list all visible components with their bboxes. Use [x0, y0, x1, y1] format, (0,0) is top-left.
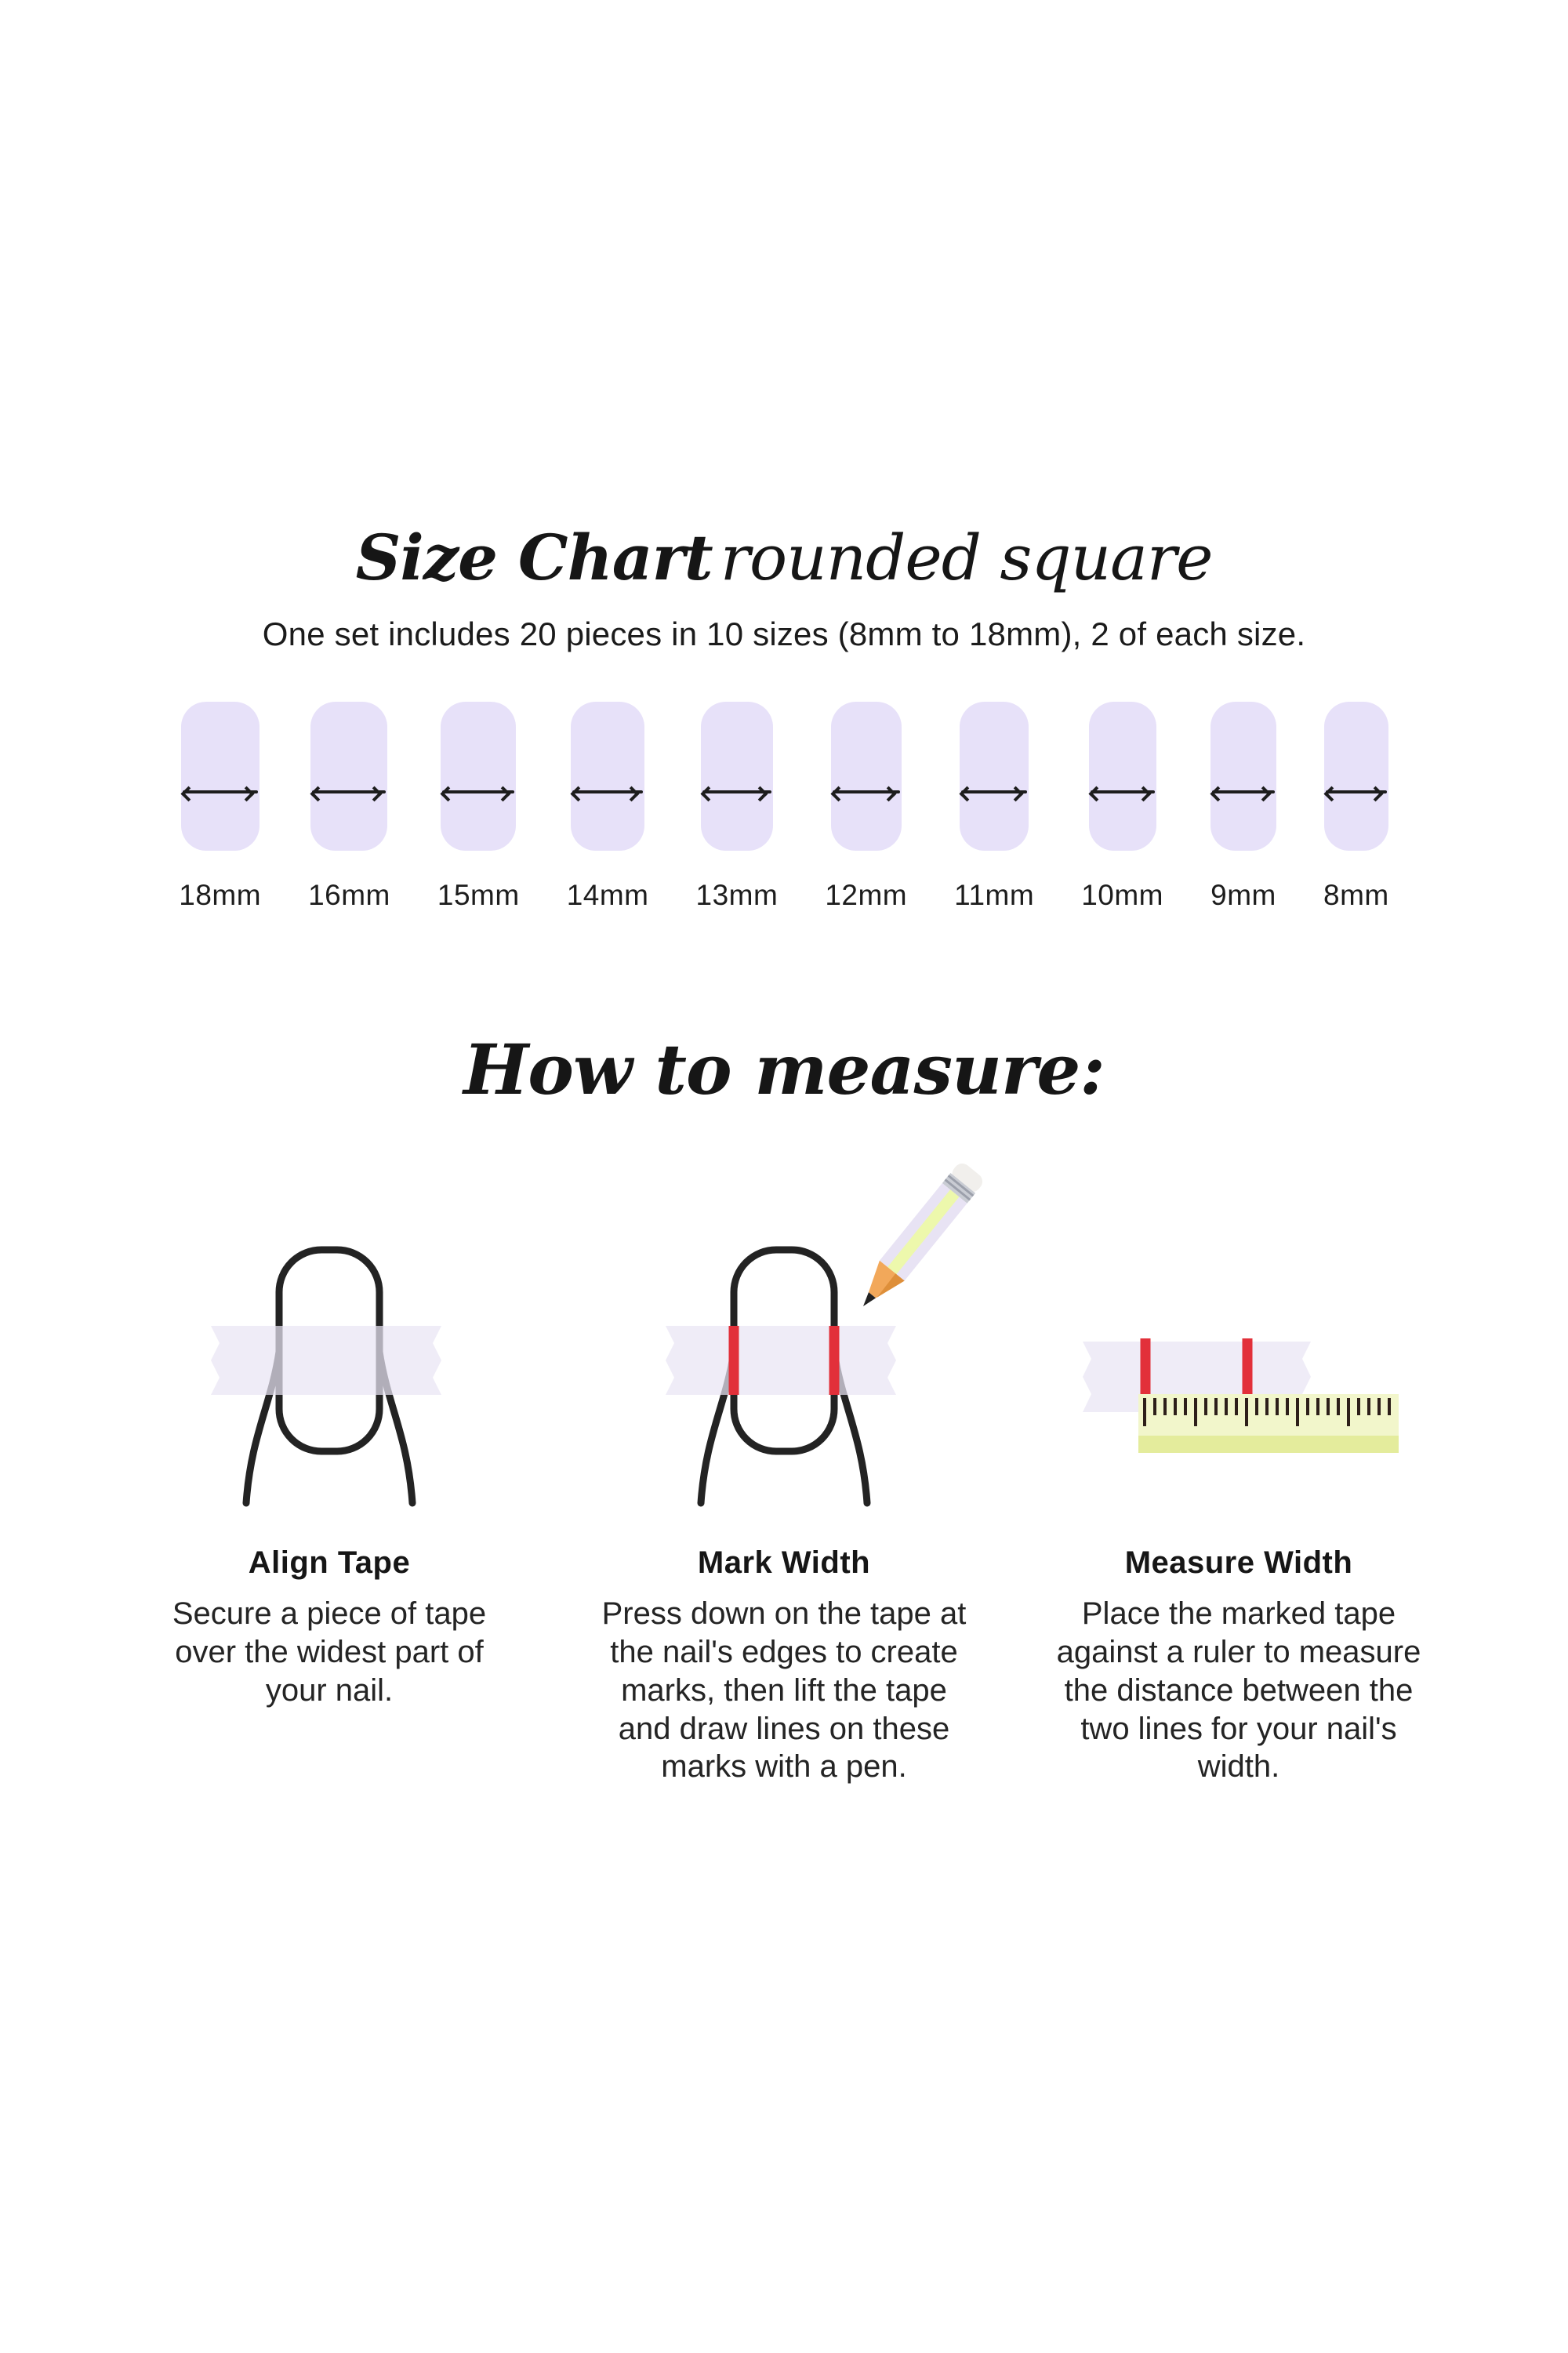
size-label: 8mm — [1323, 878, 1389, 911]
size-item: 15mm — [437, 701, 520, 912]
size-label: 16mm — [308, 878, 390, 911]
nail-swatch — [1088, 701, 1156, 851]
width-arrow-icon — [832, 790, 900, 793]
nail-swatch — [1323, 701, 1388, 851]
size-item: 10mm — [1081, 701, 1163, 912]
tape-strip — [211, 1326, 441, 1396]
red-mark — [1140, 1338, 1151, 1399]
step-description: Secure a piece of tape over the widest p… — [172, 1596, 487, 1708]
width-arrow-icon — [572, 790, 644, 793]
title-main: Size Chart — [355, 521, 713, 594]
step-description: Press down on the tape at the nail's edg… — [601, 1596, 967, 1785]
width-arrow-icon — [1325, 790, 1387, 793]
width-arrow-icon — [312, 790, 387, 793]
align-tape-illustration — [125, 1153, 533, 1530]
ruler-long-ticks — [1143, 1398, 1350, 1427]
subtitle: One set includes 20 pieces in 10 sizes (… — [262, 615, 1306, 652]
tape-ruler-icon — [1083, 1338, 1399, 1454]
step-title: Measure Width — [1124, 1545, 1353, 1581]
nail-swatch — [1210, 701, 1276, 851]
size-label: 10mm — [1081, 878, 1163, 911]
step-title: Mark Width — [697, 1545, 871, 1581]
red-mark — [728, 1326, 739, 1396]
tape-strip — [666, 1326, 896, 1396]
nail-swatch — [180, 701, 260, 851]
size-label: 18mm — [179, 878, 262, 911]
step-align-tape: Align Tape Secure a piece of tape over t… — [102, 1153, 557, 1786]
size-chart-row: 18mm 16mm 15mm 14mm 13mm — [0, 701, 1568, 912]
size-label: 13mm — [695, 878, 779, 911]
width-arrow-icon — [702, 790, 771, 793]
step-description: Place the marked tape against a ruler to… — [1056, 1596, 1421, 1785]
size-item: 14mm — [566, 701, 649, 912]
red-mark — [829, 1326, 840, 1396]
size-label: 12mm — [825, 878, 908, 911]
width-arrow-icon — [1212, 790, 1275, 793]
page-title: Size Chart rounded square — [0, 520, 1568, 596]
nail-swatch — [441, 701, 517, 851]
size-guide-page: Size Chart rounded square One set include… — [0, 0, 1568, 1786]
size-item: 13mm — [695, 701, 779, 912]
mark-width-illustration — [580, 1153, 988, 1530]
step-measure-width: Measure Width Place the marked tape agai… — [1011, 1153, 1466, 1786]
size-item: 12mm — [825, 701, 908, 912]
width-arrow-icon — [442, 790, 515, 793]
nail-swatch — [310, 701, 388, 851]
size-item: 18mm — [179, 701, 262, 912]
title-variant: rounded square — [720, 521, 1214, 594]
step-title: Align Tape — [248, 1545, 411, 1581]
width-arrow-icon — [961, 790, 1028, 793]
ruler-icon — [1138, 1394, 1399, 1454]
nail-swatch — [571, 701, 645, 851]
size-label: 15mm — [437, 878, 520, 911]
nail-swatch — [700, 701, 773, 851]
size-label: 11mm — [954, 878, 1035, 911]
how-to-measure-heading: How to measure: — [463, 1028, 1105, 1110]
width-arrow-icon — [182, 790, 258, 793]
red-mark — [1242, 1338, 1253, 1399]
size-item: 16mm — [308, 701, 390, 912]
fingernail-tape-icon — [211, 1246, 441, 1507]
size-label: 9mm — [1210, 878, 1276, 911]
nail-swatch — [830, 701, 902, 851]
pencil-icon — [863, 1164, 983, 1307]
step-mark-width: Mark Width Press down on the tape at the… — [557, 1153, 1011, 1786]
nail-swatch — [960, 701, 1029, 851]
measure-width-illustration — [1035, 1153, 1443, 1530]
size-item: 9mm — [1210, 701, 1276, 912]
fingernail-marked-tape-icon — [666, 1164, 983, 1507]
size-item: 8mm — [1323, 701, 1389, 912]
ruler-short-ticks — [1153, 1398, 1391, 1416]
steps-row: Align Tape Secure a piece of tape over t… — [102, 1153, 1466, 1786]
size-label: 14mm — [566, 878, 649, 911]
size-item: 11mm — [954, 701, 1035, 912]
width-arrow-icon — [1090, 790, 1155, 793]
